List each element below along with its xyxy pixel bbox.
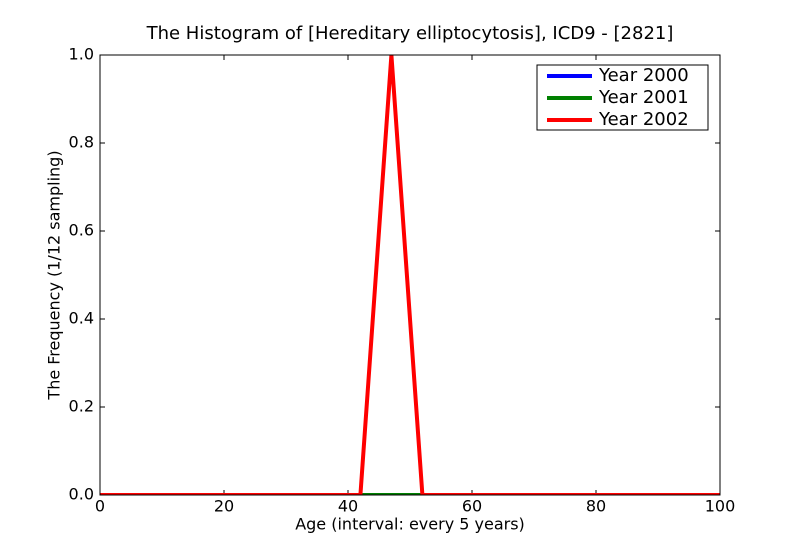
legend-label: Year 2001	[598, 87, 689, 108]
y-tick-label: 0.8	[69, 133, 94, 152]
x-tick-label: 20	[214, 497, 234, 516]
legend-label: Year 2002	[598, 109, 689, 130]
x-tick-label: 40	[338, 497, 358, 516]
plot-frame	[99, 54, 721, 496]
chart-title: The Histogram of [Hereditary elliptocyto…	[146, 23, 674, 44]
legend-label: Year 2000	[598, 65, 689, 86]
y-axis-label: The Frequency (1/12 sampling)	[45, 150, 64, 400]
y-tick-label: 0.4	[69, 309, 94, 328]
y-tick-label: 0.6	[69, 221, 94, 240]
x-tick-label: 60	[462, 497, 482, 516]
x-tick-label: 0	[95, 497, 105, 516]
y-tick-label: 1.0	[69, 45, 94, 64]
y-tick-label: 0.0	[69, 485, 94, 504]
x-tick-label: 100	[705, 497, 736, 516]
series-line	[100, 54, 720, 495]
x-tick-label: 80	[586, 497, 606, 516]
y-tick-label: 0.2	[69, 397, 94, 416]
x-axis-label: Age (interval: every 5 years)	[295, 515, 525, 534]
